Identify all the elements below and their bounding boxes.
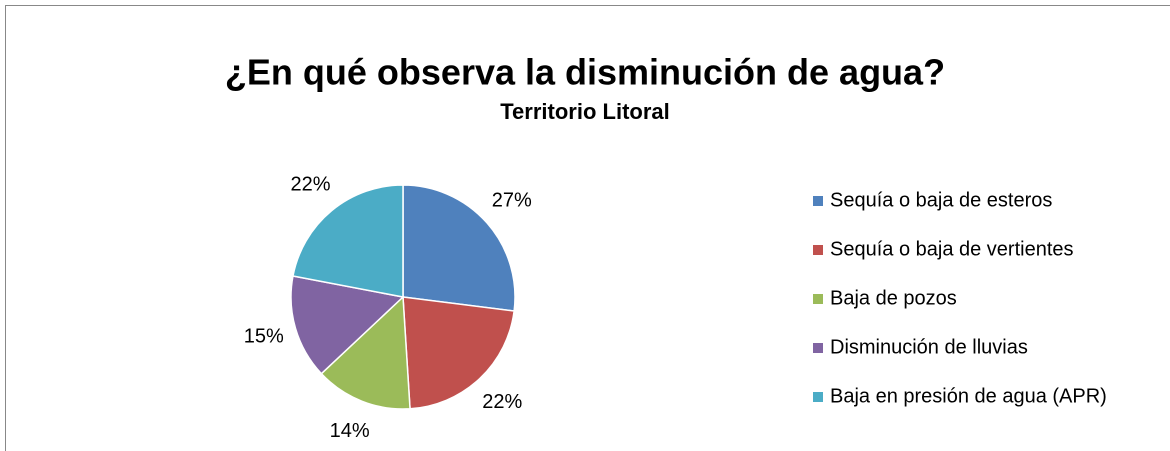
chart-subtitle: Territorio Litoral	[500, 99, 670, 124]
legend-swatch	[813, 343, 823, 353]
legend-label: Baja en presión de agua (APR)	[830, 385, 1107, 407]
pie-slice	[402, 184, 516, 312]
data-label: 22%	[291, 174, 331, 196]
chart-frame	[5, 5, 1170, 451]
legend-label: Sequía o baja de vertientes	[830, 238, 1074, 260]
legend-label: Sequía o baja de esteros	[830, 189, 1052, 211]
pie-slice	[292, 184, 404, 298]
legend-label: Baja de pozos	[830, 287, 957, 309]
legend-swatch	[813, 245, 823, 255]
pie-slice	[320, 295, 411, 410]
legend-swatch	[813, 294, 823, 304]
legend-swatch	[813, 392, 823, 402]
chart-title: ¿En qué observa la disminución de agua?	[225, 52, 945, 93]
data-label: 15%	[244, 326, 284, 348]
legend-swatch	[813, 196, 823, 206]
pie-slice	[402, 296, 515, 410]
data-label: 14%	[330, 420, 370, 442]
data-label: 27%	[492, 189, 532, 211]
data-label: 22%	[482, 391, 522, 413]
legend-label: Disminución de lluvias	[830, 336, 1028, 358]
pie-slice	[290, 275, 405, 375]
